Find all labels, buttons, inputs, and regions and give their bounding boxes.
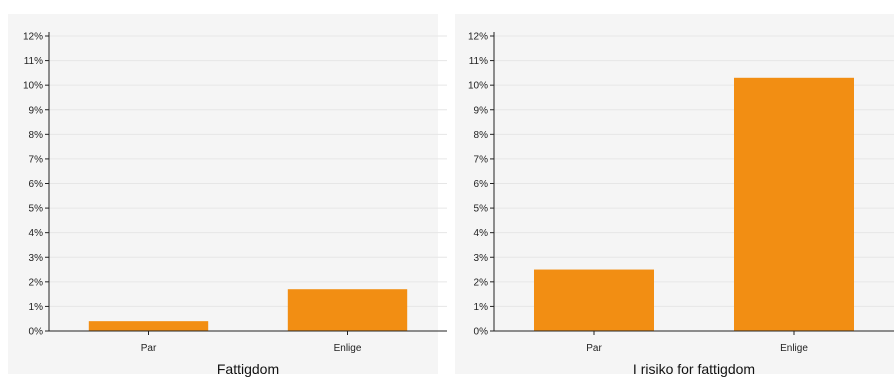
bar-par (88, 321, 209, 331)
x-axis-title: I risiko for fattigdom (633, 361, 755, 377)
y-tick-label: 12% (23, 32, 43, 43)
y-tick-label: 3% (474, 253, 489, 264)
y-tick-label: 4% (29, 228, 44, 239)
y-tick-label: 4% (474, 228, 489, 239)
y-tick-label: 6% (474, 179, 489, 190)
y-tick-label: 0% (29, 327, 44, 338)
y-tick-label: 8% (29, 130, 44, 141)
y-tick-label: 8% (474, 130, 489, 141)
chart-panel-1: 0% 1% 2% 3% 4% 5% 6% 7% 8% 9% 10% 11% 12% Par Enlige Fa… (8, 14, 447, 377)
y-tick-label: 11% (469, 56, 488, 67)
y-tick-label: 9% (474, 105, 489, 116)
y-tick-label: 11% (24, 56, 43, 67)
y-tick-label: 6% (29, 179, 44, 190)
y-tick-label: 7% (29, 154, 44, 165)
y-tick-label: 1% (474, 302, 489, 313)
y-tick-label: 2% (474, 277, 489, 288)
y-tick-label: 2% (29, 277, 44, 288)
y-tick-label: 9% (29, 105, 44, 116)
y-tick-label: 7% (474, 154, 489, 165)
y-tick-label: 12% (468, 32, 488, 43)
bar-par (534, 269, 654, 331)
x-category-label: Par (141, 343, 157, 354)
bar-enlige (734, 77, 854, 332)
chart-panel-2: 0% 1% 2% 3% 4% 5% 6% 7% 8% 9% 10% 11% 12% Par Enlige I … (455, 14, 894, 377)
y-tick-label: 3% (29, 253, 44, 264)
y-tick-label: 10% (468, 81, 488, 92)
x-category-label: Enlige (334, 343, 362, 354)
y-tick-label: 5% (474, 204, 489, 215)
x-axis-title: Fattigdom (217, 361, 279, 377)
y-tick-label: 10% (23, 81, 43, 92)
y-tick-label: 5% (29, 204, 44, 215)
x-category-label: Par (586, 343, 602, 354)
y-tick-label: 1% (29, 302, 44, 313)
x-category-label: Enlige (780, 343, 808, 354)
bar-enlige (287, 289, 408, 331)
y-tick-label: 0% (474, 327, 489, 338)
